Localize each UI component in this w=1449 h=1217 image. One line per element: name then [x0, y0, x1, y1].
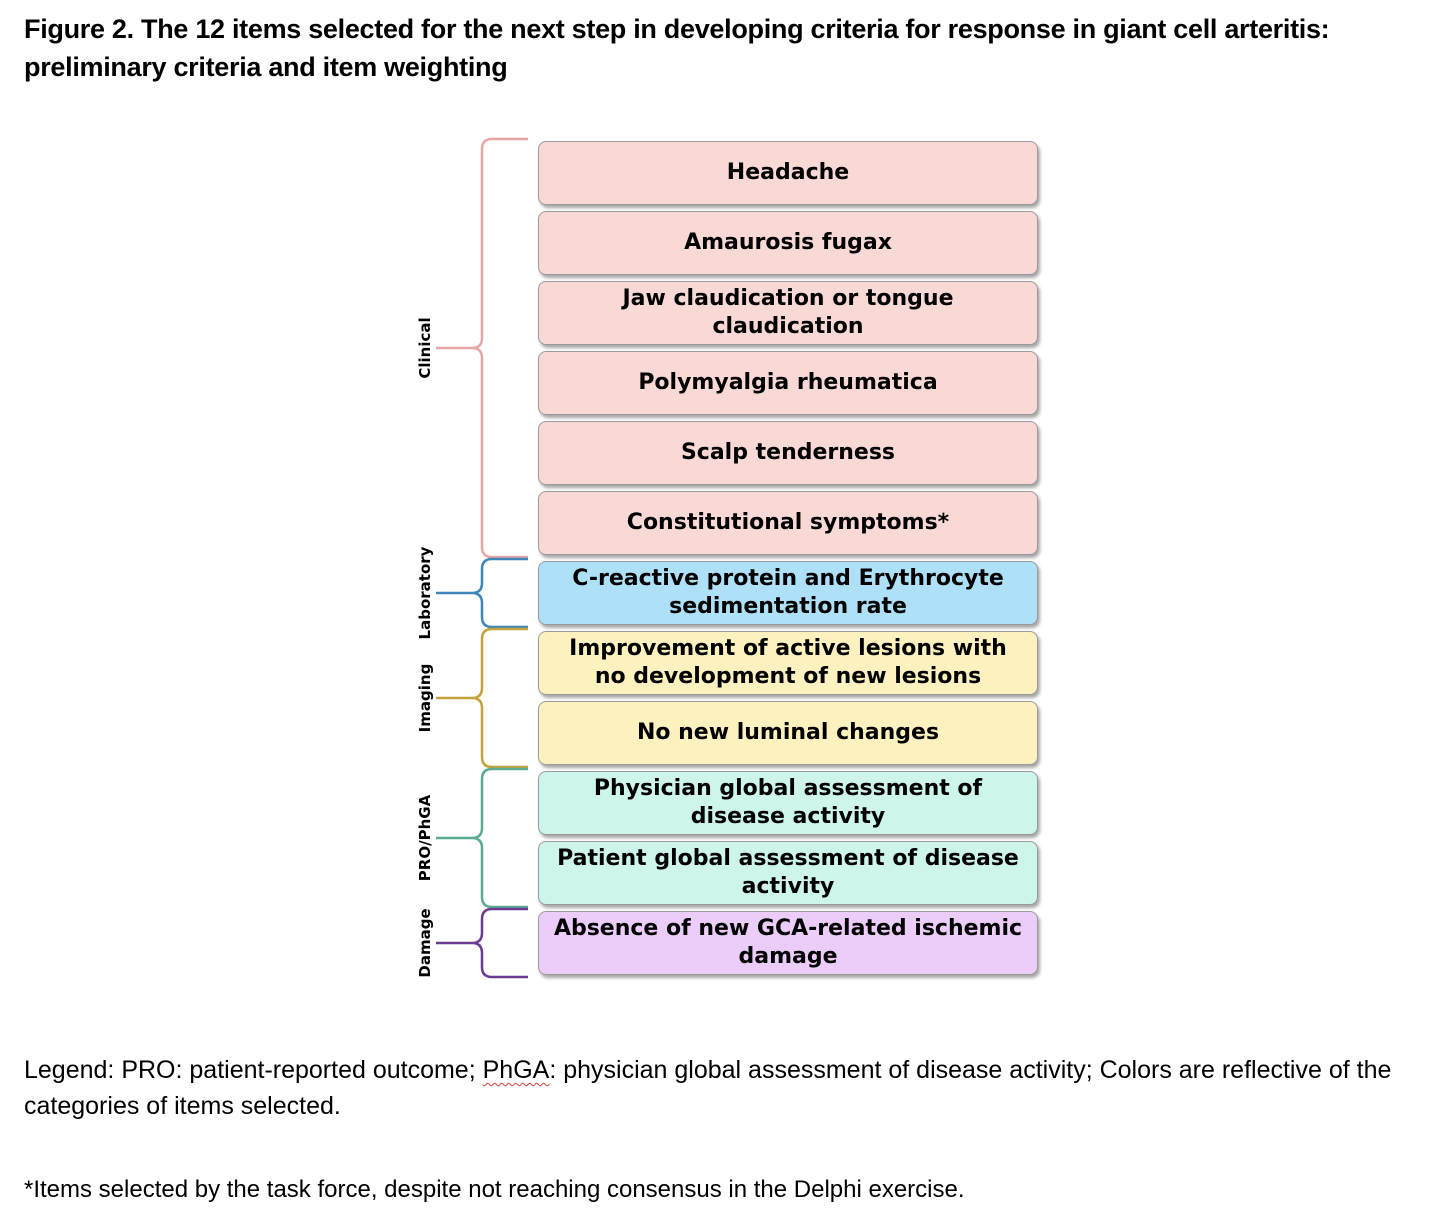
figure-title: Figure 2. The 12 items selected for the …: [24, 14, 1330, 82]
item-box: Amaurosis fugax: [538, 211, 1038, 275]
category-label: PRO/PhGA: [416, 794, 434, 882]
item-box: Scalp tenderness: [538, 421, 1038, 485]
legend-suffix: : physician global assessment of disease…: [24, 1056, 1392, 1120]
category-label: Laboratory: [416, 546, 434, 640]
legend-prefix: Legend: PRO: patient-reported outcome;: [24, 1056, 483, 1084]
item-box: Physician global assessment of disease a…: [538, 771, 1038, 835]
footnote: *Items selected by the task force, despi…: [24, 1176, 965, 1203]
legend: Legend: PRO: patient-reported outcome; P…: [24, 1052, 1434, 1124]
item-box: Improvement of active lesions with no de…: [538, 631, 1038, 695]
category-label: Clinical: [416, 317, 434, 379]
item-box: Headache: [538, 141, 1038, 205]
category-bracket: [436, 557, 528, 629]
item-box: Constitutional symptoms*: [538, 491, 1038, 555]
category-label: Imaging: [416, 663, 434, 733]
category-bracket: [436, 907, 528, 979]
category-bracket: [436, 137, 528, 559]
item-box: Patient global assessment of disease act…: [538, 841, 1038, 905]
category-bracket: [436, 627, 528, 769]
category-bracket: [436, 767, 528, 909]
item-box: Polymyalgia rheumatica: [538, 351, 1038, 415]
item-box: Jaw claudication or tongue claudication: [538, 281, 1038, 345]
item-box: Absence of new GCA-related ischemic dama…: [538, 911, 1038, 975]
item-box: No new luminal changes: [538, 701, 1038, 765]
item-box: C-reactive protein and Erythrocyte sedim…: [538, 561, 1038, 625]
legend-abbrev: PhGA: [482, 1056, 550, 1084]
category-label: Damage: [416, 908, 434, 978]
